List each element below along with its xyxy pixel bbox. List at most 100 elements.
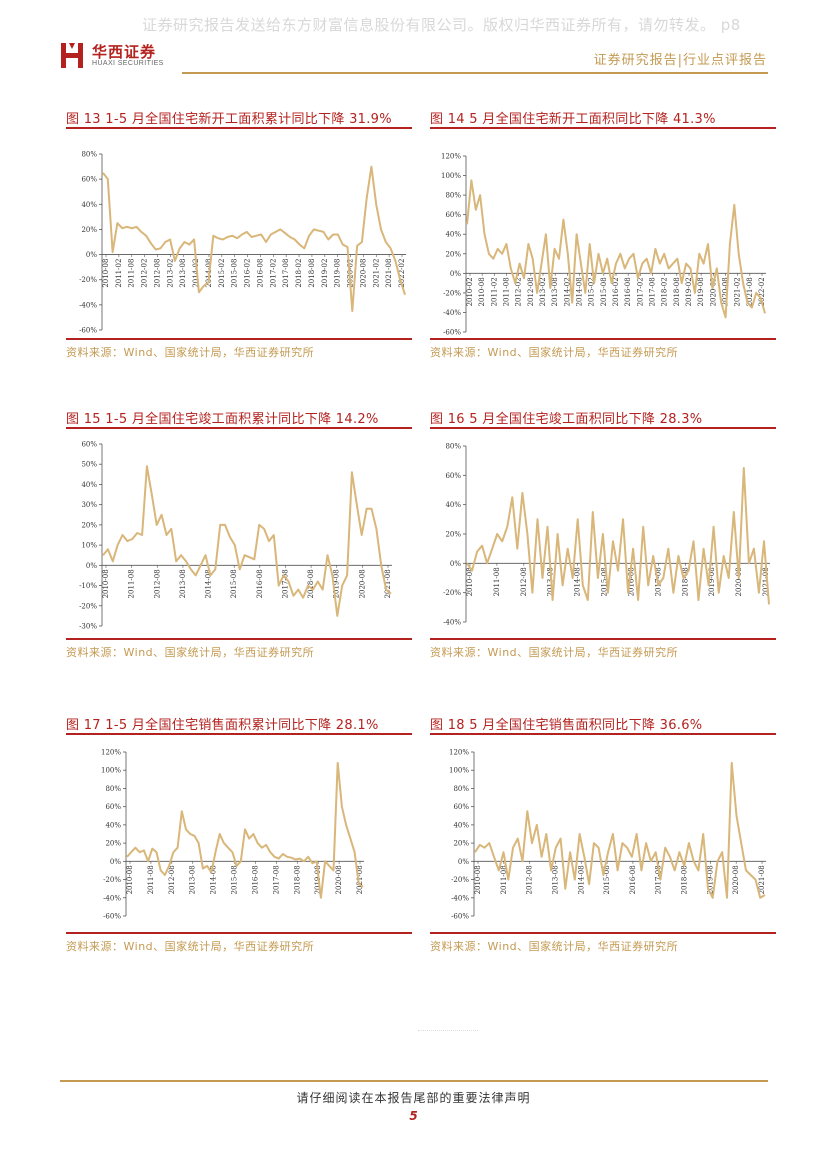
x-tick-label: 2014-08 (576, 277, 584, 306)
x-tick-label: 2011-08 (503, 277, 511, 306)
title-rule (430, 427, 776, 429)
y-tick-label: 60% (105, 803, 121, 811)
huaxi-logo-icon (61, 43, 83, 68)
x-tick-label: 2017-02 (636, 277, 644, 306)
x-tick-label: 2015-08 (230, 569, 238, 598)
y-tick-label: 80% (445, 192, 461, 200)
y-tick-label: -30% (79, 623, 97, 631)
x-tick-label: 2020-02 (709, 277, 717, 306)
chart-16: 80% 60% 40% 20% 0% -20% -40% 2010-08 2011-08 2012… (443, 443, 770, 627)
figure-14: 图 14 5 月全国住宅新开工面积同比下降 41.3% 120% 100% 80% 6… (430, 108, 776, 360)
x-tick-label: 2015-08 (601, 567, 609, 596)
y-tick-label: -20% (443, 289, 461, 297)
x-tick-label: 2018-08 (308, 259, 316, 288)
x-tick-label: 2013-08 (551, 865, 559, 894)
x-tick-label: 2014-02 (192, 259, 200, 288)
y-tick-label: 120% (441, 153, 461, 161)
page-number: 5 (409, 1109, 418, 1123)
figure-13: 图 13 1-5 月全国住宅新开工面积累计同比下降 31.9% 80% 60% 40… (66, 108, 412, 360)
x-tick-label: 2017-08 (649, 277, 657, 306)
y-tick-label: 100% (449, 767, 469, 775)
x-tick-label: 2021-08 (762, 567, 770, 596)
title-rule (66, 127, 412, 129)
y-tick-label: 60% (81, 441, 97, 449)
x-tick-label: 2017-08 (282, 259, 290, 288)
x-tick-label: 2010-08 (102, 259, 110, 288)
x-tick-label: 2012-02 (515, 277, 523, 306)
y-tick-label: -10% (79, 582, 97, 590)
x-tick-label: 2021-08 (758, 865, 766, 894)
figure-17: 图 17 1-5 月全国住宅销售面积累计同比下降 28.1% 120% 100% 8… (66, 714, 412, 954)
y-tick-label: 60% (453, 803, 469, 811)
y-tick-label: 20% (453, 840, 469, 848)
y-tick-label: 40% (445, 231, 461, 239)
x-tick-label: 2019-08 (708, 567, 716, 596)
company-logo: 华西证券 HUAXI SECURITIES (60, 40, 180, 72)
x-tick-label: 2012-08 (526, 865, 534, 894)
y-tick-label: 40% (81, 201, 97, 209)
x-tick-label: 2014-08 (574, 567, 582, 596)
x-tick-label: 2016-08 (627, 567, 635, 596)
bottom-rule (430, 932, 776, 934)
x-tick-label: 2017-08 (272, 865, 280, 894)
figure-title: 图 16 5 月全国住宅竣工面积同比下降 28.3% (430, 412, 703, 427)
y-tick-label: 0% (458, 858, 469, 866)
watermark: 证券研究报告发送给东方财富信息股份有限公司。版权归华西证券所有，请勿转发。 p8 (142, 16, 741, 34)
y-tick-label: -60% (79, 327, 97, 335)
y-tick-label: 60% (445, 472, 461, 480)
x-tick-label: 2017-08 (281, 569, 289, 598)
y-tick-label: 80% (445, 443, 461, 451)
y-tick-label: 40% (445, 501, 461, 509)
chart-14: 120% 100% 80% 60% 40% 20% 0% -20% -40% -60% 2010-0… (441, 153, 766, 337)
y-tick-label: 0% (86, 562, 97, 570)
y-tick-label: 40% (453, 821, 469, 829)
logo-text-en: HUAXI SECURITIES (92, 60, 164, 67)
y-tick-label: 40% (105, 821, 121, 829)
y-tick-label: 80% (105, 785, 121, 793)
report-type: 证券研究报告|行业点评报告 (593, 53, 767, 68)
x-tick-label: 2022-02 (398, 259, 406, 288)
y-tick-label: -20% (79, 276, 97, 284)
y-tick-label: -60% (103, 913, 121, 921)
y-tick-label: 0% (86, 251, 97, 259)
x-tick-label: 2015-08 (231, 259, 239, 288)
x-tick-label: 2010-08 (102, 569, 110, 598)
x-tick-label: 2018-02 (661, 277, 669, 306)
title-rule (430, 127, 776, 129)
figure-source: 资料来源：Wind、国家统计局，华西证券研究所 (66, 346, 315, 359)
bottom-rule (66, 932, 412, 934)
x-tick-label: 2015-08 (600, 277, 608, 306)
y-tick-label: -60% (443, 329, 461, 337)
y-tick-label: 0% (450, 560, 461, 568)
y-tick-label: -60% (451, 913, 469, 921)
x-tick-label: 2017-08 (655, 865, 663, 894)
faint-divider (418, 1030, 478, 1031)
x-tick-label: 2014-08 (210, 865, 218, 894)
x-tick-label: 2011-02 (490, 277, 498, 306)
x-tick-label: 2012-08 (153, 569, 161, 598)
series-line (474, 761, 766, 899)
x-tick-label: 2018-02 (295, 259, 303, 288)
y-tick-label: -40% (79, 301, 97, 309)
y-tick-label: -40% (443, 309, 461, 317)
y-tick-label: 10% (81, 542, 97, 550)
y-tick-label: -20% (443, 589, 461, 597)
x-tick-label: 2013-08 (179, 569, 187, 598)
y-tick-label: 0% (110, 858, 121, 866)
x-tick-label: 2016-02 (612, 277, 620, 306)
title-rule (430, 733, 776, 735)
x-tick-label: 2015-08 (603, 865, 611, 894)
x-tick-label: 2013-02 (539, 277, 547, 306)
x-tick-label: 2020-08 (335, 865, 343, 894)
x-tick-label: 2018-08 (673, 277, 681, 306)
chart-13: 80% 60% 40% 20% 0% -20% -40% -60% 2010-08 2011-02… (79, 151, 406, 335)
x-tick-label: 2020-08 (732, 865, 740, 894)
x-tick-label: 2013-08 (551, 277, 559, 306)
x-tick-label: 2011-08 (500, 865, 508, 894)
x-tick-label: 2020-08 (735, 567, 743, 596)
figure-title: 图 13 1-5 月全国住宅新开工面积累计同比下降 31.9% (66, 112, 392, 127)
x-tick-label: 2011-08 (147, 865, 155, 894)
x-tick-label: 2019-02 (321, 259, 329, 288)
x-tick-label: 2016-08 (256, 569, 264, 598)
footer-divider (60, 1080, 768, 1082)
